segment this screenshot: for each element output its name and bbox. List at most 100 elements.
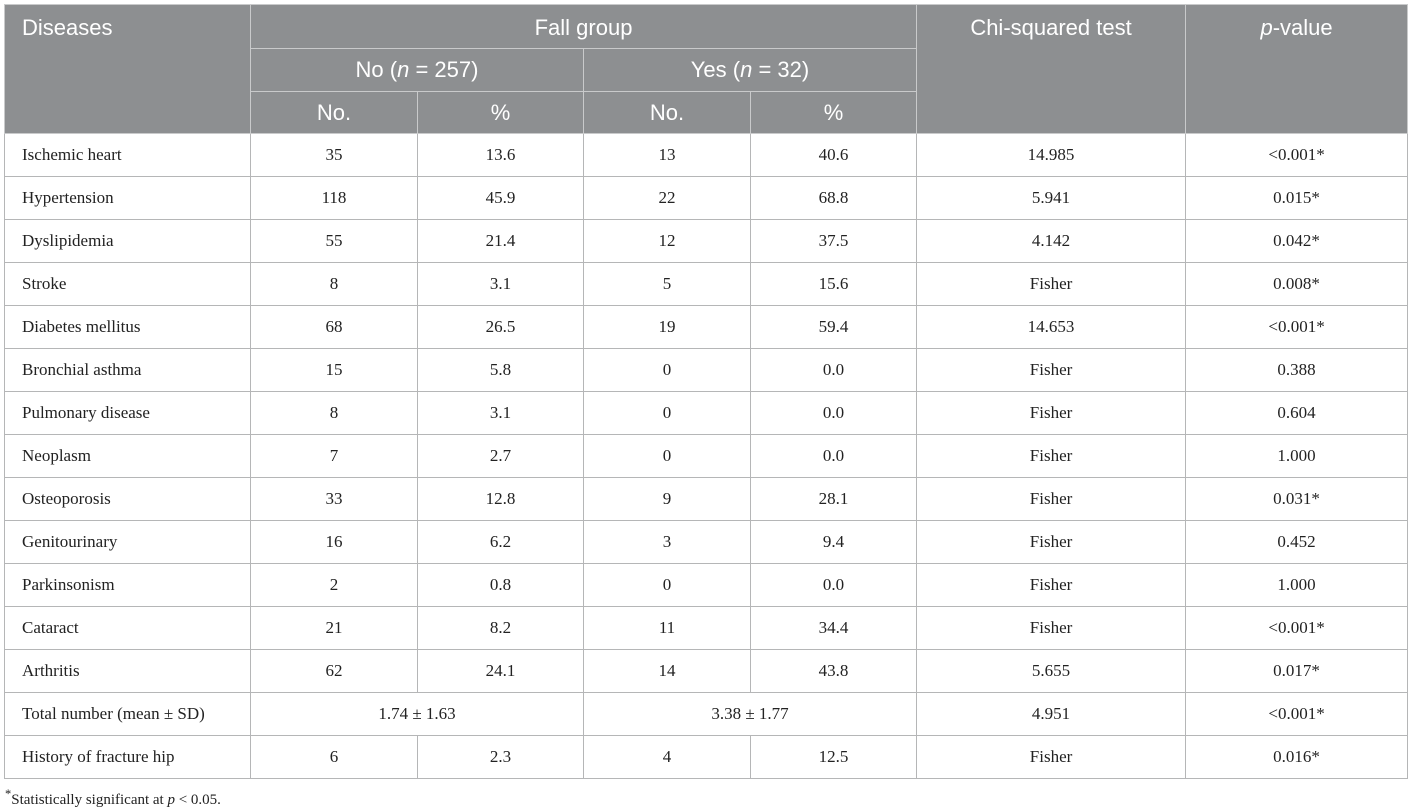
disease-name: Diabetes mellitus: [4, 305, 251, 349]
disease-name: Pulmonary disease: [4, 391, 251, 435]
no-percent: 6.2: [417, 520, 584, 564]
chi-squared-value: Fisher: [916, 477, 1187, 521]
disease-name: Total number (mean ± SD): [4, 692, 251, 736]
p-value: <0.001*: [1185, 305, 1409, 349]
yes-percent: 37.5: [749, 219, 918, 263]
no-percent: 2.7: [417, 434, 584, 478]
chi-squared-value: 14.985: [916, 133, 1187, 177]
no-percent: 0.8: [417, 563, 584, 607]
disease-name: Ischemic heart: [4, 133, 251, 177]
table-header: Diseases Fall group Chi-squared test p-v…: [4, 4, 1409, 134]
table-body: Ischemic heart 35 13.6 13 40.6 14.985 <0.001* H…: [4, 133, 1409, 779]
p-value: <0.001*: [1185, 692, 1409, 736]
disease-name: Osteoporosis: [4, 477, 251, 521]
header-yes-percent: %: [749, 91, 918, 134]
header-diseases: Diseases: [4, 4, 251, 134]
disease-name: Neoplasm: [4, 434, 251, 478]
no-count: 55: [250, 219, 418, 263]
header-p-suffix: -value: [1272, 15, 1333, 40]
table-row: Neoplasm 7 2.7 0 0.0 Fisher 1.000: [4, 434, 1409, 478]
table-row: Ischemic heart 35 13.6 13 40.6 14.985 <0.001*: [4, 133, 1409, 177]
no-percent: 45.9: [417, 176, 584, 220]
yes-percent: 0.0: [749, 348, 918, 392]
p-value: 1.000: [1185, 563, 1409, 607]
yes-percent: 43.8: [749, 649, 918, 693]
disease-name: Bronchial asthma: [4, 348, 251, 392]
table-row: Pulmonary disease 8 3.1 0 0.0 Fisher 0.604: [4, 391, 1409, 435]
no-count: 2: [250, 563, 418, 607]
table-row-total: Total number (mean ± SD) 1.74 ± 1.63 3.38 …: [4, 692, 1409, 736]
chi-squared-value: 5.941: [916, 176, 1187, 220]
p-value: 0.015*: [1185, 176, 1409, 220]
header-chi-squared: Chi-squared test: [916, 4, 1187, 134]
disease-name: Dyslipidemia: [4, 219, 251, 263]
no-percent: 3.1: [417, 262, 584, 306]
yes-percent: 9.4: [749, 520, 918, 564]
header-no-group: No (n = 257): [250, 48, 584, 92]
header-no-percent: %: [417, 91, 584, 134]
chi-squared-value: 5.655: [916, 649, 1187, 693]
yes-count: 0: [583, 348, 751, 392]
no-percent: 8.2: [417, 606, 584, 650]
disease-name: Arthritis: [4, 649, 251, 693]
no-percent: 21.4: [417, 219, 584, 263]
no-count: 16: [250, 520, 418, 564]
yes-percent: 12.5: [749, 735, 918, 779]
chi-squared-value: Fisher: [916, 563, 1187, 607]
no-count: 8: [250, 391, 418, 435]
no-percent: 12.8: [417, 477, 584, 521]
chi-squared-value: Fisher: [916, 348, 1187, 392]
p-value: 0.388: [1185, 348, 1409, 392]
no-percent: 13.6: [417, 133, 584, 177]
chi-squared-value: Fisher: [916, 735, 1187, 779]
chi-squared-value: Fisher: [916, 434, 1187, 478]
diseases-fall-table: Diseases Fall group Chi-squared test p-v…: [4, 4, 1409, 779]
no-percent: 5.8: [417, 348, 584, 392]
no-mean-sd: 1.74 ± 1.63: [250, 692, 584, 736]
no-count: 15: [250, 348, 418, 392]
yes-count: 0: [583, 391, 751, 435]
yes-percent: 40.6: [749, 133, 918, 177]
table-row: Stroke 8 3.1 5 15.6 Fisher 0.008*: [4, 262, 1409, 306]
chi-squared-value: 4.951: [916, 692, 1187, 736]
p-value: 0.016*: [1185, 735, 1409, 779]
no-count: 118: [250, 176, 418, 220]
yes-percent: 0.0: [749, 563, 918, 607]
yes-count: 0: [583, 434, 751, 478]
chi-squared-value: 4.142: [916, 219, 1187, 263]
yes-percent: 0.0: [749, 391, 918, 435]
footnote: *Statistically significant at p < 0.05.: [5, 787, 221, 808]
table-row: Arthritis 62 24.1 14 43.8 5.655 0.017*: [4, 649, 1409, 693]
no-percent: 2.3: [417, 735, 584, 779]
yes-count: 11: [583, 606, 751, 650]
no-percent: 26.5: [417, 305, 584, 349]
no-percent: 24.1: [417, 649, 584, 693]
yes-percent: 59.4: [749, 305, 918, 349]
p-value: <0.001*: [1185, 606, 1409, 650]
disease-name: Genitourinary: [4, 520, 251, 564]
chi-squared-value: Fisher: [916, 520, 1187, 564]
table-container: Diseases Fall group Chi-squared test p-v…: [4, 4, 1409, 779]
p-value: <0.001*: [1185, 133, 1409, 177]
yes-count: 13: [583, 133, 751, 177]
no-percent: 3.1: [417, 391, 584, 435]
yes-mean-sd: 3.38 ± 1.77: [582, 692, 918, 736]
yes-count: 14: [583, 649, 751, 693]
no-count: 21: [250, 606, 418, 650]
p-value: 0.031*: [1185, 477, 1409, 521]
chi-squared-value: Fisher: [916, 391, 1187, 435]
yes-count: 19: [583, 305, 751, 349]
table-row: Diabetes mellitus 68 26.5 19 59.4 14.653 <0.00…: [4, 305, 1409, 349]
table-row: Bronchial asthma 15 5.8 0 0.0 Fisher 0.388: [4, 348, 1409, 392]
yes-count: 4: [583, 735, 751, 779]
table-row: Genitourinary 16 6.2 3 9.4 Fisher 0.452: [4, 520, 1409, 564]
disease-name: Cataract: [4, 606, 251, 650]
disease-name: Parkinsonism: [4, 563, 251, 607]
no-count: 68: [250, 305, 418, 349]
yes-percent: 34.4: [749, 606, 918, 650]
table-row: Parkinsonism 2 0.8 0 0.0 Fisher 1.000: [4, 563, 1409, 607]
disease-name: Hypertension: [4, 176, 251, 220]
header-yes-count: No.: [583, 91, 751, 134]
p-value: 1.000: [1185, 434, 1409, 478]
p-value: 0.017*: [1185, 649, 1409, 693]
